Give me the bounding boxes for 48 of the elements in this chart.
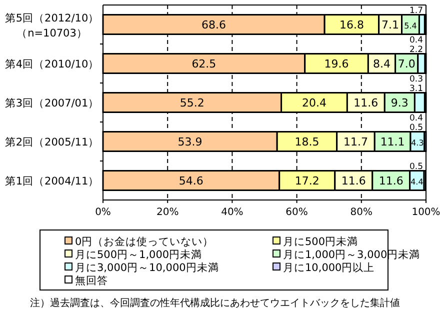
data-label: 11.1 xyxy=(380,136,405,148)
data-label: 11.6 xyxy=(378,174,404,188)
legend-label: 月に500円未満 xyxy=(283,235,358,248)
data-label: 54.6 xyxy=(178,174,204,188)
legend-label: 月に10,000円以上 xyxy=(283,261,375,274)
data-label: 4.4 xyxy=(410,178,424,186)
x-tick-label: 20% xyxy=(156,207,179,218)
data-label: 11.7 xyxy=(343,136,368,148)
data-label: 19.6 xyxy=(324,58,349,70)
data-label: 17.2 xyxy=(294,174,320,188)
data-label: 55.2 xyxy=(180,96,204,110)
data-label: 0.5 xyxy=(409,122,423,133)
data-label: 68.6 xyxy=(202,18,226,32)
data-label: 1.7 xyxy=(409,6,423,16)
x-tick-label: 100% xyxy=(412,207,440,218)
y-tick-label: 第4回（2010/10） xyxy=(4,58,100,70)
data-label: 0.3 xyxy=(409,74,423,84)
data-label: 5.4 xyxy=(404,22,417,30)
legend-label: 月に3,000円～10,000円未満 xyxy=(75,261,219,274)
data-label: 0.5 xyxy=(409,162,423,172)
data-label: 8.4 xyxy=(373,58,390,70)
data-label: 0.4 xyxy=(409,35,423,46)
legend-label: 無回答 xyxy=(75,275,108,287)
data-label: 11.6 xyxy=(354,96,378,110)
data-label: 53.9 xyxy=(178,136,202,148)
data-label: 9.3 xyxy=(390,96,408,110)
y-tick-label: 第2回（2005/11） xyxy=(4,136,100,148)
text: 注）過去調査は、今回調査の性年代構成比にあわせてウエイトバックをした集計値 xyxy=(30,297,400,309)
y-tick-label: 第5回（2012/10）（n=10703） xyxy=(4,12,100,40)
legend-label: 0円（お金は使っていない） xyxy=(75,236,214,248)
data-label: 18.5 xyxy=(294,136,320,148)
y-tick-label: 第1回（2004/11） xyxy=(4,176,100,188)
data-label: 3.1 xyxy=(409,84,423,94)
x-tick-label: 40% xyxy=(221,207,244,218)
y-tick-label: 第3回（2007/01） xyxy=(4,98,100,110)
data-label: 11.6 xyxy=(341,174,366,188)
data-label: 7.1 xyxy=(382,18,400,32)
data-label: 2.2 xyxy=(409,44,423,55)
x-tick-label: 80% xyxy=(350,207,373,218)
data-label: 20.4 xyxy=(302,96,326,110)
x-tick-label: 0% xyxy=(95,207,111,218)
data-label: 0.4 xyxy=(409,113,423,124)
data-label: 16.8 xyxy=(339,18,364,32)
data-label: 4.3 xyxy=(411,138,424,148)
data-label: 62.5 xyxy=(192,58,216,70)
legend-label: 月に500円～1,000円未満 xyxy=(75,248,202,261)
data-label: 7.0 xyxy=(398,58,416,70)
x-tick-label: 60% xyxy=(286,207,308,218)
